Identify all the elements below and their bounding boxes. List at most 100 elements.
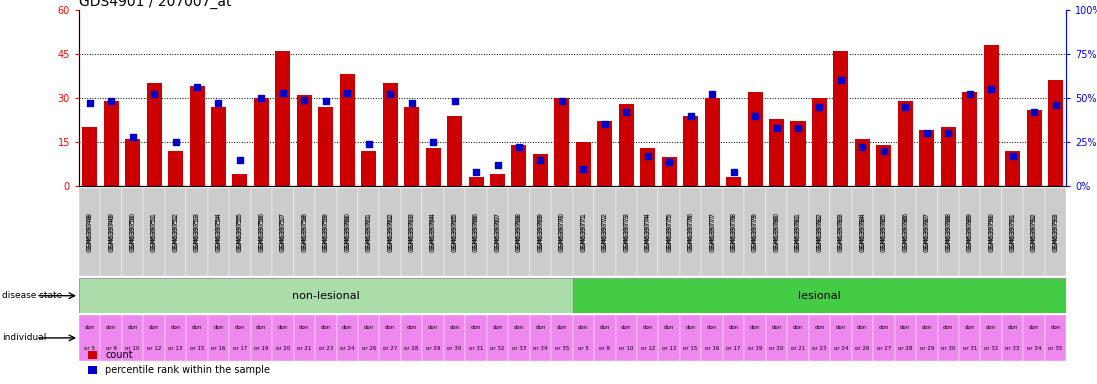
Text: disease state: disease state [2,291,63,300]
Text: or 20: or 20 [275,346,290,351]
Bar [595,315,615,361]
Text: GSM639753: GSM639753 [194,214,200,250]
Text: GSM639775: GSM639775 [666,214,672,250]
Text: don: don [943,325,953,330]
Bar [337,315,358,361]
Text: don: don [299,325,309,330]
Bar [229,315,251,361]
Bar [551,315,573,361]
Bar [530,315,551,361]
Text: don: don [836,325,846,330]
Text: don: don [986,325,996,330]
Bar [404,107,419,186]
Bar [487,315,508,361]
Bar [207,188,229,276]
Bar [465,188,487,276]
Legend: count, percentile rank within the sample: count, percentile rank within the sample [83,346,274,379]
Text: GSM639783: GSM639783 [838,214,844,250]
Bar [573,188,595,276]
Text: GSM639772: GSM639772 [602,214,608,250]
Text: GSM639788: GSM639788 [946,214,951,250]
Text: individual: individual [2,333,46,343]
Bar [808,315,830,361]
Text: or 29: or 29 [919,346,934,351]
Text: don: don [686,325,695,330]
Bar [897,101,913,186]
Point [638,153,656,159]
Text: GSM639787: GSM639787 [924,214,930,250]
Text: GSM639771: GSM639771 [580,214,587,250]
Text: GSM639773: GSM639773 [623,214,630,250]
Text: or 20: or 20 [769,346,783,351]
Text: or 30: or 30 [448,346,462,351]
Point [789,125,806,131]
Text: GSM639779: GSM639779 [753,212,758,252]
Text: GSM639785: GSM639785 [881,212,886,252]
Text: GSM639781: GSM639781 [795,214,801,250]
Text: don: don [921,325,932,330]
Bar [894,188,916,276]
Bar [791,121,805,186]
Text: GSM639774: GSM639774 [645,214,651,250]
Text: or 31: or 31 [962,346,977,351]
Text: or 33: or 33 [1006,346,1020,351]
Text: GSM639760: GSM639760 [344,214,350,250]
Text: GSM639773: GSM639773 [623,212,630,252]
Bar [272,315,294,361]
Bar [637,188,658,276]
Bar [297,95,312,186]
Text: don: don [106,325,116,330]
Text: or 17: or 17 [233,346,247,351]
Text: GSM639764: GSM639764 [430,214,437,250]
Bar [426,148,441,186]
Text: GSM639769: GSM639769 [538,214,543,250]
Bar [508,188,530,276]
Bar [315,188,337,276]
Point [961,91,979,98]
Bar [808,188,830,276]
Bar [122,315,144,361]
Bar [294,315,315,361]
Bar [79,188,101,276]
Text: GSM639789: GSM639789 [966,214,973,250]
Bar [959,188,981,276]
Bar [233,174,248,186]
Bar [661,157,677,186]
Bar [938,315,959,361]
Text: GSM639765: GSM639765 [452,214,457,250]
Text: don: don [493,325,502,330]
Text: don: don [643,325,653,330]
Bar [511,145,527,186]
Text: don: don [706,325,717,330]
Text: don: don [901,325,911,330]
Text: GSM639748: GSM639748 [87,212,93,252]
Text: GSM639789: GSM639789 [966,212,973,252]
Bar [465,315,487,361]
Bar [144,315,165,361]
Text: or 28: or 28 [405,346,419,351]
Point [682,113,700,119]
Text: don: don [964,325,975,330]
Text: or 24: or 24 [834,346,848,351]
Bar [101,315,122,361]
Text: or 9: or 9 [105,346,116,351]
Text: GSM639751: GSM639751 [151,214,157,250]
Point [703,91,721,98]
Text: or 35: or 35 [1049,346,1063,351]
Bar [554,98,569,186]
Bar [165,315,186,361]
Bar [272,188,294,276]
Point [746,113,764,119]
Text: don: don [535,325,545,330]
Bar [422,188,444,276]
Point [768,125,785,131]
Bar [79,278,573,313]
Text: or 16: or 16 [212,346,226,351]
Text: don: don [428,325,439,330]
Bar [144,188,165,276]
Bar [422,315,444,361]
Bar [723,188,745,276]
Bar [468,177,484,186]
Point [618,109,635,115]
Text: or 21: or 21 [297,346,312,351]
